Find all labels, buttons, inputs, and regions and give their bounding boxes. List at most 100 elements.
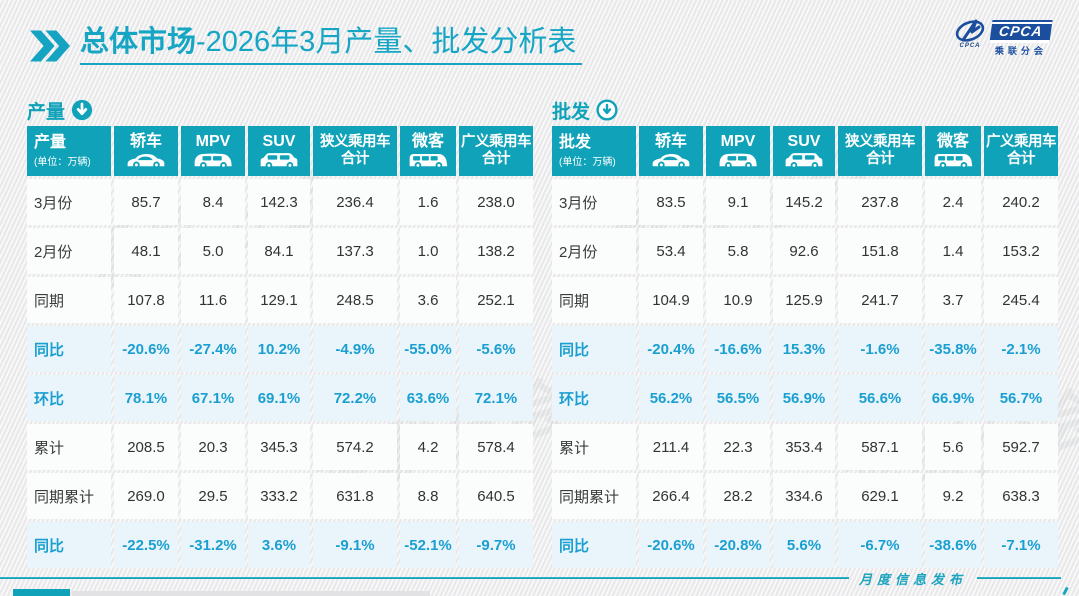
- production-cell-mpv: 11.6: [181, 277, 245, 323]
- wholesale-section-label: 批发: [552, 101, 591, 123]
- production-cell-sedan: 269.0: [114, 473, 178, 519]
- wholesale-cell-suv: 92.6: [773, 228, 835, 274]
- production-cell-mpv: 5.0: [181, 228, 245, 274]
- production-cell-microvan: -52.1%: [400, 522, 456, 568]
- production-cell-sedan: 107.8: [114, 277, 178, 323]
- production-cell-suv: 10.2%: [248, 326, 310, 372]
- wholesale-cell-sedan: 211.4: [639, 424, 703, 470]
- production-section-label: 产量: [27, 101, 66, 123]
- wholesale-cell-narrow-total: 151.8: [838, 228, 922, 274]
- production-cell-suv: 84.1: [248, 228, 310, 274]
- row-label: 环比: [27, 375, 111, 421]
- production-cell-narrow-total: -9.1%: [313, 522, 397, 568]
- row-label: 同比: [27, 522, 111, 568]
- production-cell-broad-total: 640.5: [459, 473, 533, 519]
- wholesale-cell-sedan: 266.4: [639, 473, 703, 519]
- production-section-head: 产量: [27, 97, 533, 123]
- wholesale-cell-sedan: 104.9: [639, 277, 703, 323]
- page-title-rest: -2026年3月产量、批发分析表: [196, 26, 577, 58]
- cpca-logo: CPCA CPCA 乘联分会: [953, 18, 1061, 57]
- wholesale-cell-narrow-total: 241.7: [838, 277, 922, 323]
- wholesale-cell-narrow-total: 56.6%: [838, 375, 922, 421]
- row-label: 同期累计: [27, 473, 111, 519]
- column-header-microvan: 微客: [925, 126, 981, 176]
- production-cell-sedan: 208.5: [114, 424, 178, 470]
- production-cell-microvan: 8.8: [400, 473, 456, 519]
- microvan-icon: [932, 152, 974, 169]
- wholesale-cell-microvan: -35.8%: [925, 326, 981, 372]
- column-header-suv: SUV: [773, 126, 835, 176]
- wholesale-cell-microvan: 3.7: [925, 277, 981, 323]
- logo-caption: CPCA: [959, 43, 981, 49]
- wholesale-cell-mpv: 28.2: [706, 473, 770, 519]
- production-cell-mpv: -27.4%: [181, 326, 245, 372]
- wholesale-cell-narrow-total: -6.7%: [838, 522, 922, 568]
- production-cell-suv: 345.3: [248, 424, 310, 470]
- production-cell-sedan: -20.6%: [114, 326, 178, 372]
- production-cell-suv: 142.3: [248, 179, 310, 225]
- next-slide-peek-header: [13, 589, 70, 596]
- production-cell-broad-total: -9.7%: [459, 522, 533, 568]
- wholesale-cell-suv: 353.4: [773, 424, 835, 470]
- production-cell-microvan: 3.6: [400, 277, 456, 323]
- wholesale-cell-mpv: 22.3: [706, 424, 770, 470]
- wholesale-cell-microvan: 1.4: [925, 228, 981, 274]
- corner-tick: [1062, 586, 1069, 596]
- suv-icon: [258, 152, 300, 169]
- footer-label: 月度信息发布: [858, 571, 967, 587]
- production-cell-sedan: 48.1: [114, 228, 178, 274]
- page-title-bold: 总体市场: [80, 26, 197, 58]
- row-label: 同比: [27, 326, 111, 372]
- row-label: 环比: [552, 375, 636, 421]
- wholesale-panel: 批发 批发 (单位：万辆) 轿车 MPV SUV 狭义乘用车 合计 微客 广义乘用车 合计…: [552, 97, 1058, 568]
- production-cell-sedan: 85.7: [114, 179, 178, 225]
- wholesale-cell-broad-total: 56.7%: [984, 375, 1058, 421]
- column-header-sedan: 轿车: [639, 126, 703, 176]
- footer: 月度信息发布: [0, 571, 1079, 587]
- production-panel: 产量 产量 (单位：万辆) 轿车 MPV SUV 狭义乘用车 合计 微客 广义乘用车 合计…: [27, 97, 533, 568]
- wholesale-cell-broad-total: 638.3: [984, 473, 1058, 519]
- wholesale-cell-suv: 5.6%: [773, 522, 835, 568]
- wholesale-cell-narrow-total: 587.1: [838, 424, 922, 470]
- wholesale-table: 批发 (单位：万辆) 轿车 MPV SUV 狭义乘用车 合计 微客 广义乘用车 合计 3月份…: [552, 126, 1058, 568]
- row-label: 3月份: [27, 179, 111, 225]
- production-cell-narrow-total: 72.2%: [313, 375, 397, 421]
- wholesale-cell-mpv: 10.9: [706, 277, 770, 323]
- wholesale-cell-microvan: 66.9%: [925, 375, 981, 421]
- production-cell-mpv: 67.1%: [181, 375, 245, 421]
- wholesale-cell-narrow-total: 629.1: [838, 473, 922, 519]
- row-label: 同比: [552, 326, 636, 372]
- wholesale-cell-mpv: 5.8: [706, 228, 770, 274]
- title-row: 总体市场-2026年3月产量、批发分析表: [30, 26, 583, 66]
- wholesale-cell-microvan: -38.6%: [925, 522, 981, 568]
- wholesale-cell-suv: 334.6: [773, 473, 835, 519]
- footer-rule-left: [0, 577, 849, 579]
- arrow-down-circle-icon: [71, 99, 93, 121]
- column-header-microvan: 微客: [400, 126, 456, 176]
- production-cell-suv: 333.2: [248, 473, 310, 519]
- wholesale-cell-mpv: 56.5%: [706, 375, 770, 421]
- column-header-mpv: MPV: [181, 126, 245, 176]
- production-cell-sedan: -22.5%: [114, 522, 178, 568]
- production-cell-broad-total: 252.1: [459, 277, 533, 323]
- wholesale-cell-broad-total: 245.4: [984, 277, 1058, 323]
- row-label: 同期累计: [552, 473, 636, 519]
- row-label: 3月份: [552, 179, 636, 225]
- wholesale-cell-suv: 56.9%: [773, 375, 835, 421]
- wholesale-section-head: 批发: [552, 97, 1058, 123]
- logo-swoosh-icon: [955, 19, 985, 42]
- wholesale-cell-broad-total: 592.7: [984, 424, 1058, 470]
- production-cell-suv: 69.1%: [248, 375, 310, 421]
- suv-icon: [783, 152, 825, 169]
- sedan-icon: [125, 152, 167, 169]
- row-label: 累计: [552, 424, 636, 470]
- column-header-suv: SUV: [248, 126, 310, 176]
- wholesale-cell-sedan: -20.6%: [639, 522, 703, 568]
- logo-brand: CPCA: [989, 20, 1053, 43]
- production-cell-suv: 129.1: [248, 277, 310, 323]
- production-cell-broad-total: 72.1%: [459, 375, 533, 421]
- microvan-icon: [407, 152, 449, 169]
- column-header-mpv: MPV: [706, 126, 770, 176]
- mpv-icon: [717, 152, 759, 169]
- production-cell-microvan: -55.0%: [400, 326, 456, 372]
